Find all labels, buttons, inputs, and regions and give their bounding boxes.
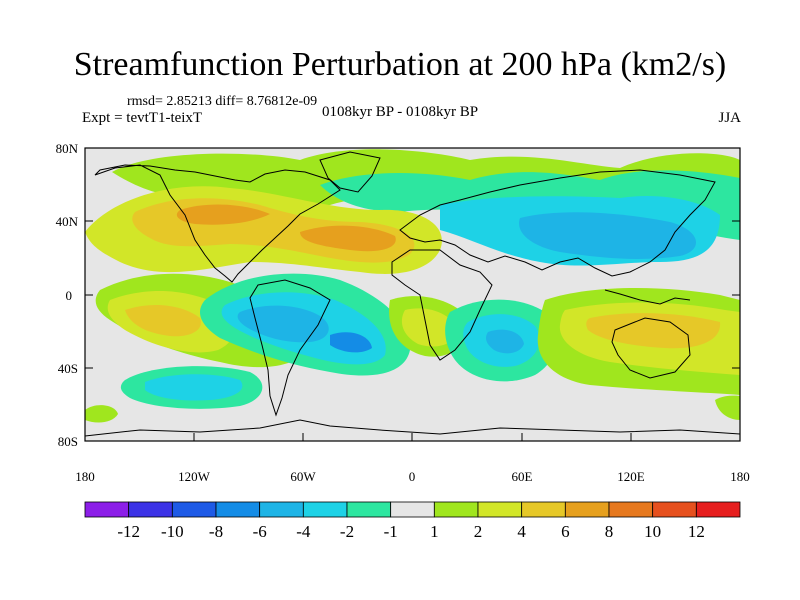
contour-pos4 — [176, 204, 270, 225]
colorbar-label: 8 — [605, 522, 614, 541]
contour-pos1 — [715, 395, 740, 420]
colorbar-label: 6 — [561, 522, 570, 541]
colorbar-label: 1 — [430, 522, 439, 541]
contour-neg3 — [237, 305, 329, 343]
lon-label: 0 — [409, 469, 416, 484]
lon-label: 60E — [512, 469, 533, 484]
experiment-label: Expt = tevtT1-teixT — [82, 110, 203, 126]
coastline-africa — [391, 249, 493, 361]
colorbar-label: -12 — [117, 522, 140, 541]
colorbar-label: 10 — [644, 522, 661, 541]
contour-pos2 — [401, 308, 458, 347]
colorbar-label: 4 — [517, 522, 526, 541]
colorbar-box — [477, 501, 523, 518]
contour-pos1 — [85, 405, 118, 423]
colorbar-box — [564, 501, 610, 518]
contour-field — [85, 148, 740, 441]
colorbar-box — [215, 501, 261, 518]
colorbar-box — [390, 501, 435, 518]
contour-pos3 — [586, 313, 721, 349]
colorbar-box — [521, 501, 566, 518]
colorbar-box — [302, 501, 348, 518]
colorbar-label: -1 — [384, 522, 398, 541]
lat-label: 0 — [66, 288, 73, 303]
coastline-greenland — [319, 151, 381, 193]
colorbar: -12 -10 -8 -6 -4 -2 -1 1 2 4 6 8 10 12 — [84, 501, 741, 541]
colorbar-label: -4 — [296, 522, 311, 541]
lat-label: 40N — [56, 214, 79, 229]
contour-neg4 — [330, 332, 372, 353]
colorbar-label: 12 — [688, 522, 705, 541]
contour-neg2 — [145, 374, 243, 401]
season-label: JJA — [718, 110, 741, 126]
colorbar-label: -2 — [340, 522, 354, 541]
colorbar-label: -6 — [253, 522, 267, 541]
chart-title: Streamfunction Perturbation at 200 hPa (… — [73, 46, 727, 83]
coastline-south-america — [249, 279, 331, 417]
contour-pos3 — [125, 304, 201, 337]
colorbar-label: -10 — [161, 522, 184, 541]
colorbar-box — [171, 501, 217, 518]
colorbar-box — [128, 501, 173, 518]
colorbar-box — [259, 501, 304, 518]
colorbar-box — [433, 501, 479, 518]
contour-pos4 — [300, 225, 396, 252]
lon-label: 180 — [730, 469, 750, 484]
lat-label: 80N — [56, 141, 79, 156]
coastline-north-america — [94, 164, 341, 283]
period-label: 0108kyr BP - 0108kyr BP — [322, 104, 479, 120]
colorbar-box — [346, 501, 392, 518]
colorbar-label: 2 — [474, 522, 483, 541]
lon-label: 60W — [290, 469, 316, 484]
colorbar-label: -8 — [209, 522, 223, 541]
lat-label: 40S — [58, 361, 78, 376]
coastline-indonesia — [604, 289, 691, 305]
colorbar-box — [608, 501, 654, 518]
contour-neg3 — [519, 212, 697, 259]
colorbar-box — [84, 501, 130, 518]
axis-ticks — [84, 147, 741, 442]
lat-label: 80S — [58, 434, 78, 449]
lon-label: 120E — [617, 469, 645, 484]
coastline-eurasia — [399, 169, 716, 277]
coastline-antarctica — [85, 419, 740, 437]
coastlines — [85, 151, 740, 437]
colorbar-box — [695, 501, 741, 518]
lon-label: 180 — [75, 469, 95, 484]
coastline-australia — [611, 317, 691, 379]
stats-text: rmsd= 2.85213 diff= 8.76812e-09 — [127, 94, 318, 109]
colorbar-box — [652, 501, 697, 518]
lon-label: 120W — [178, 469, 211, 484]
contour-neg3 — [486, 329, 524, 354]
